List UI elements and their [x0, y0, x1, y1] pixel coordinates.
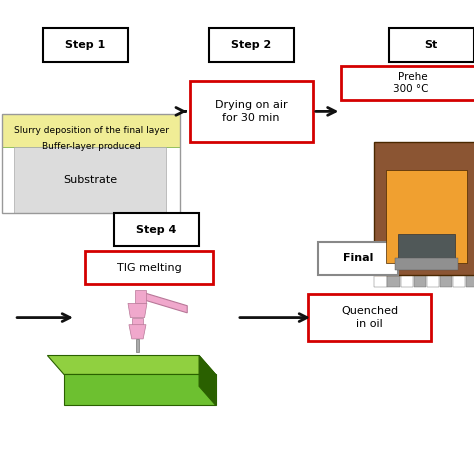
FancyBboxPatch shape: [387, 275, 400, 287]
FancyBboxPatch shape: [398, 235, 455, 258]
Text: Step 1: Step 1: [65, 40, 105, 50]
FancyBboxPatch shape: [85, 251, 213, 284]
FancyBboxPatch shape: [427, 275, 439, 287]
FancyBboxPatch shape: [135, 290, 146, 303]
Text: Substrate: Substrate: [63, 175, 117, 185]
Text: Drying on air
for 30 min: Drying on air for 30 min: [215, 100, 288, 123]
FancyBboxPatch shape: [308, 294, 431, 341]
Text: Step 2: Step 2: [231, 40, 271, 50]
FancyBboxPatch shape: [439, 275, 452, 287]
FancyBboxPatch shape: [374, 275, 387, 287]
Text: Step 4: Step 4: [136, 225, 177, 235]
FancyBboxPatch shape: [374, 142, 474, 275]
Polygon shape: [64, 374, 216, 405]
Text: Quenched
in oil: Quenched in oil: [341, 306, 398, 329]
FancyBboxPatch shape: [2, 114, 180, 147]
FancyBboxPatch shape: [341, 66, 474, 100]
FancyBboxPatch shape: [14, 147, 166, 213]
FancyBboxPatch shape: [465, 275, 474, 287]
Text: Buffer-layer produced: Buffer-layer produced: [42, 143, 141, 151]
Polygon shape: [128, 303, 147, 318]
Polygon shape: [47, 356, 216, 374]
FancyBboxPatch shape: [209, 28, 294, 62]
FancyBboxPatch shape: [318, 242, 398, 275]
Text: St: St: [425, 40, 438, 50]
FancyBboxPatch shape: [389, 28, 474, 62]
FancyBboxPatch shape: [190, 81, 313, 142]
Text: Prehe
300 °C: Prehe 300 °C: [393, 72, 432, 94]
Text: TIG melting: TIG melting: [117, 263, 182, 273]
FancyBboxPatch shape: [132, 318, 143, 325]
Polygon shape: [129, 325, 146, 339]
FancyBboxPatch shape: [43, 28, 128, 62]
Text: Final: Final: [343, 253, 373, 264]
Polygon shape: [140, 292, 187, 313]
Polygon shape: [199, 356, 216, 405]
FancyBboxPatch shape: [114, 213, 199, 246]
FancyBboxPatch shape: [453, 275, 465, 287]
FancyBboxPatch shape: [386, 170, 467, 263]
FancyBboxPatch shape: [413, 275, 426, 287]
Polygon shape: [136, 339, 139, 352]
FancyBboxPatch shape: [401, 275, 412, 287]
Text: Slurry deposition of the final layer: Slurry deposition of the final layer: [14, 126, 169, 135]
FancyBboxPatch shape: [395, 258, 458, 270]
